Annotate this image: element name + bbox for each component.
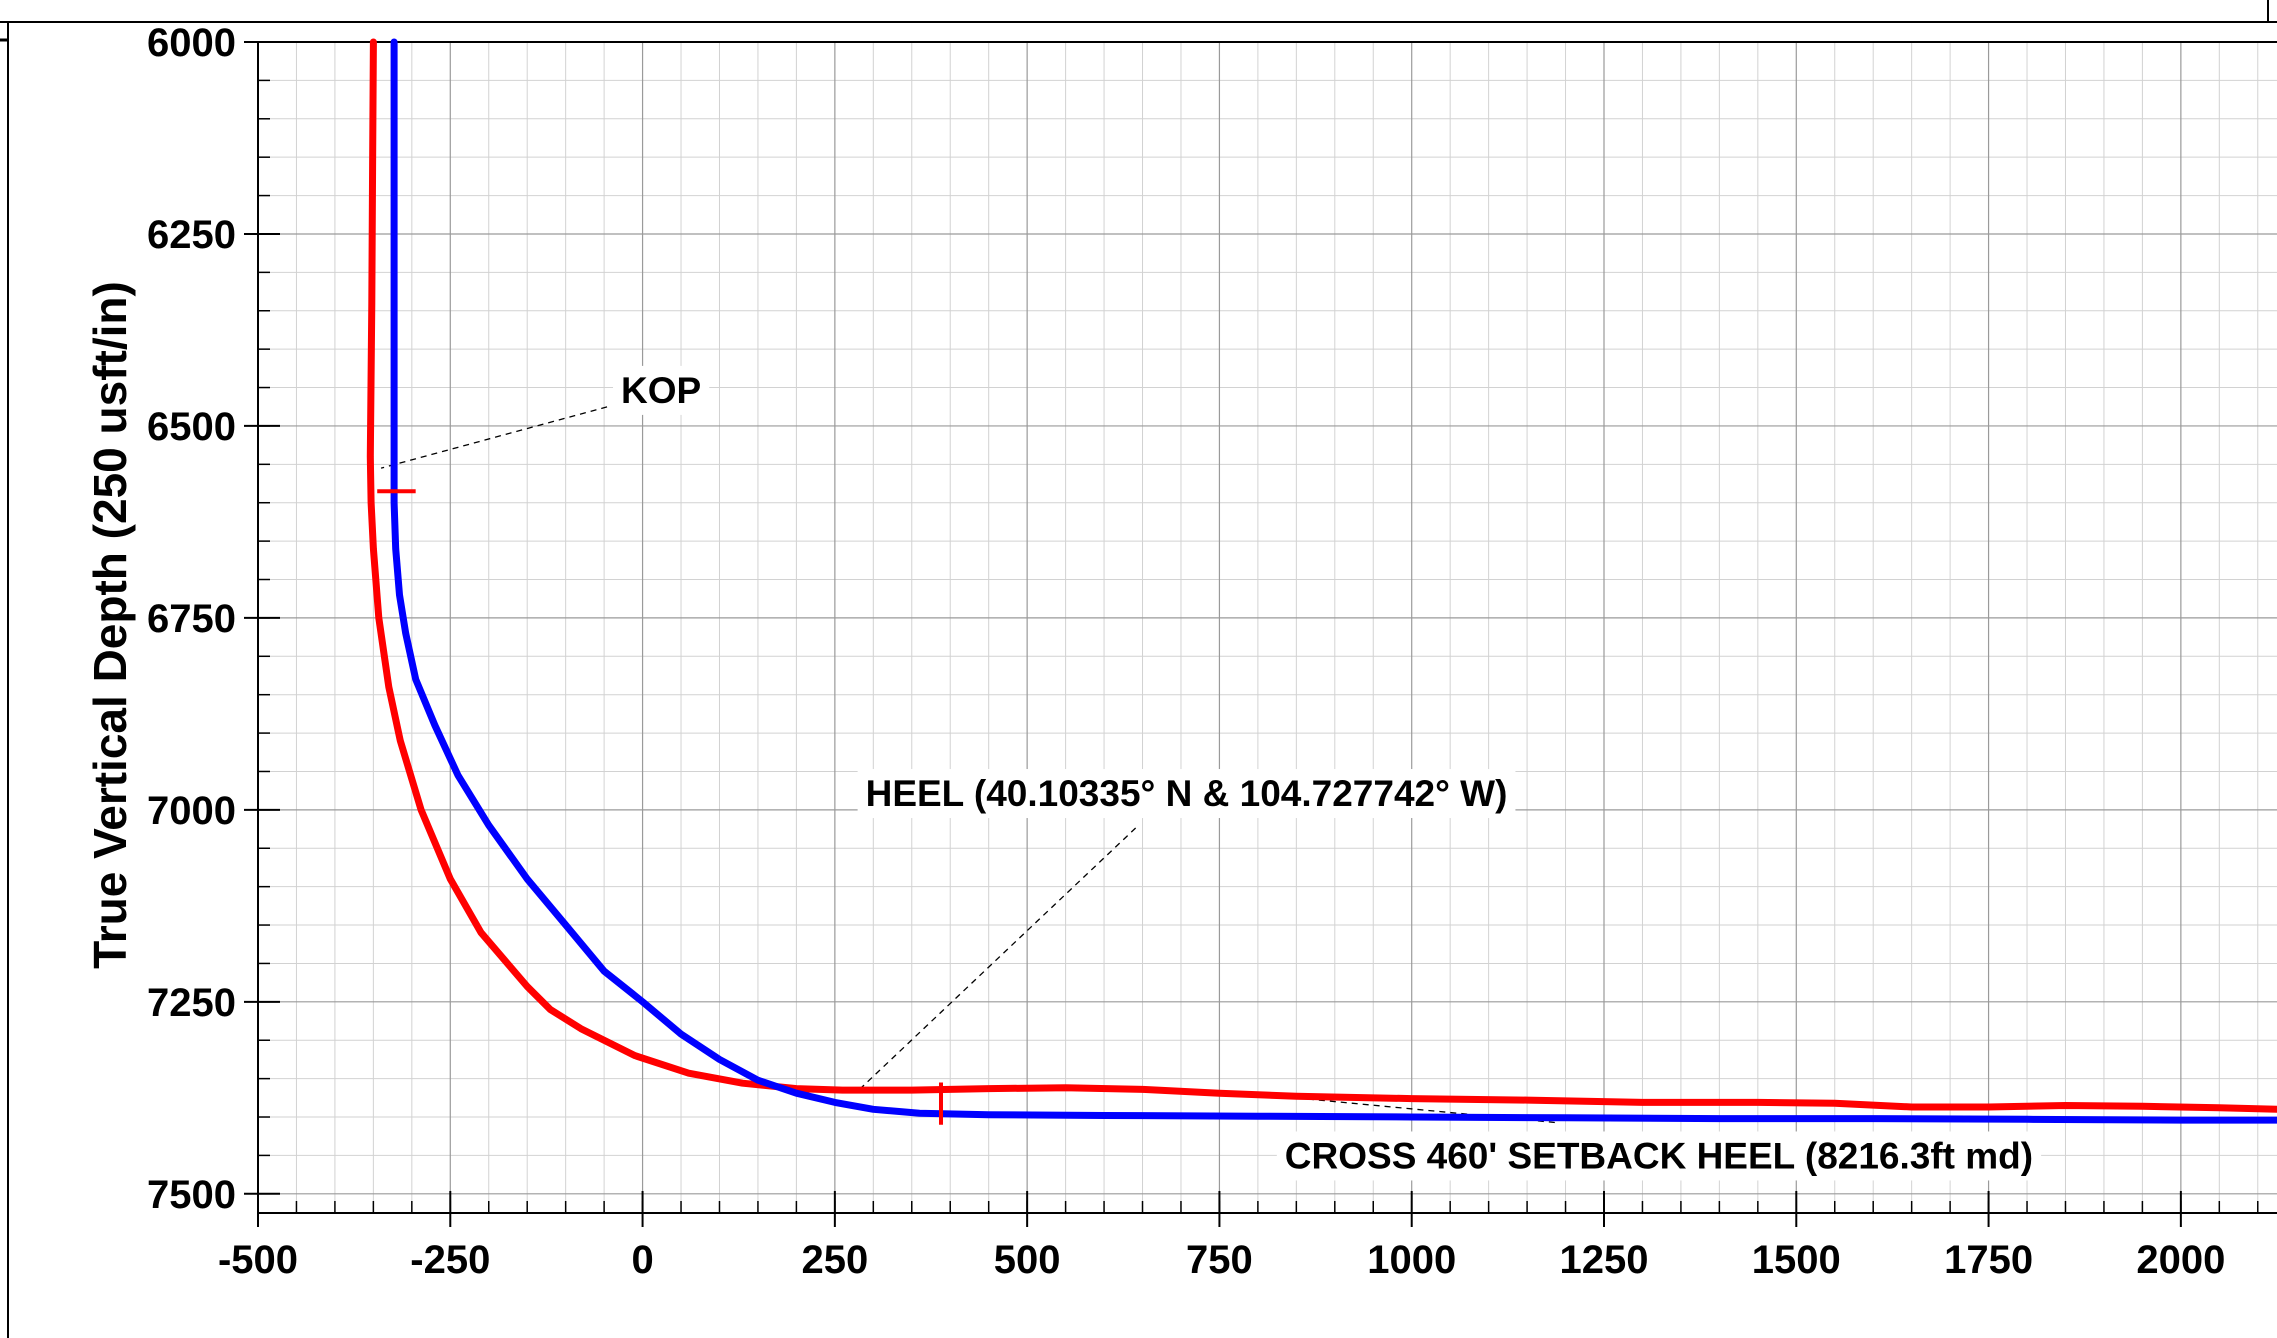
x-tick-label: 0 bbox=[631, 1238, 653, 1282]
x-tick-label: 500 bbox=[994, 1238, 1061, 1282]
x-tick-label: -500 bbox=[218, 1238, 298, 1282]
annotation-label-background bbox=[1276, 1131, 2042, 1181]
annotation-label: HEEL (40.10335° N & 104.727742° W) bbox=[866, 773, 1508, 814]
annotation-leader bbox=[857, 827, 1137, 1092]
x-tick-label: 1250 bbox=[1560, 1238, 1649, 1282]
y-axis-title: True Vertical Depth (250 usft/in) bbox=[84, 281, 136, 969]
x-tick-label: 1000 bbox=[1367, 1238, 1456, 1282]
axis-layer bbox=[244, 41, 2277, 1227]
x-tick-label: 750 bbox=[1186, 1238, 1253, 1282]
series-red-line bbox=[366, 38, 2277, 1113]
x-tick-label: 2000 bbox=[2136, 1238, 2225, 1282]
annotation-label-background bbox=[857, 769, 1516, 819]
marker-layer bbox=[377, 489, 943, 1125]
series-layer bbox=[366, 38, 2277, 1124]
label-layer: -500 -250 0 250 500 750 1000 1250 1500 1750 2000 60… bbox=[147, 21, 2225, 1282]
annotation-label-background bbox=[613, 365, 710, 415]
y-tick-label: 6750 bbox=[147, 597, 236, 641]
y-tick-label: 6000 bbox=[147, 21, 236, 65]
series-blue-line bbox=[390, 38, 2277, 1124]
y-tick-label: 7250 bbox=[147, 981, 236, 1025]
x-tick-label: -250 bbox=[410, 1238, 490, 1282]
y-tick-label: 6250 bbox=[147, 213, 236, 257]
y-tick-label: 6500 bbox=[147, 405, 236, 449]
y-tick-label: 7500 bbox=[147, 1173, 236, 1217]
x-tick-label: 1500 bbox=[1752, 1238, 1841, 1282]
x-tick-label: 1750 bbox=[1944, 1238, 2033, 1282]
grid-layer bbox=[257, 41, 2277, 1213]
x-tick-label: 250 bbox=[801, 1238, 868, 1282]
annotation-label: KOP bbox=[621, 370, 701, 411]
annotation-label: CROSS 460' SETBACK HEEL (8216.3ft md) bbox=[1285, 1135, 2033, 1176]
y-tick-label: 7000 bbox=[147, 789, 236, 833]
